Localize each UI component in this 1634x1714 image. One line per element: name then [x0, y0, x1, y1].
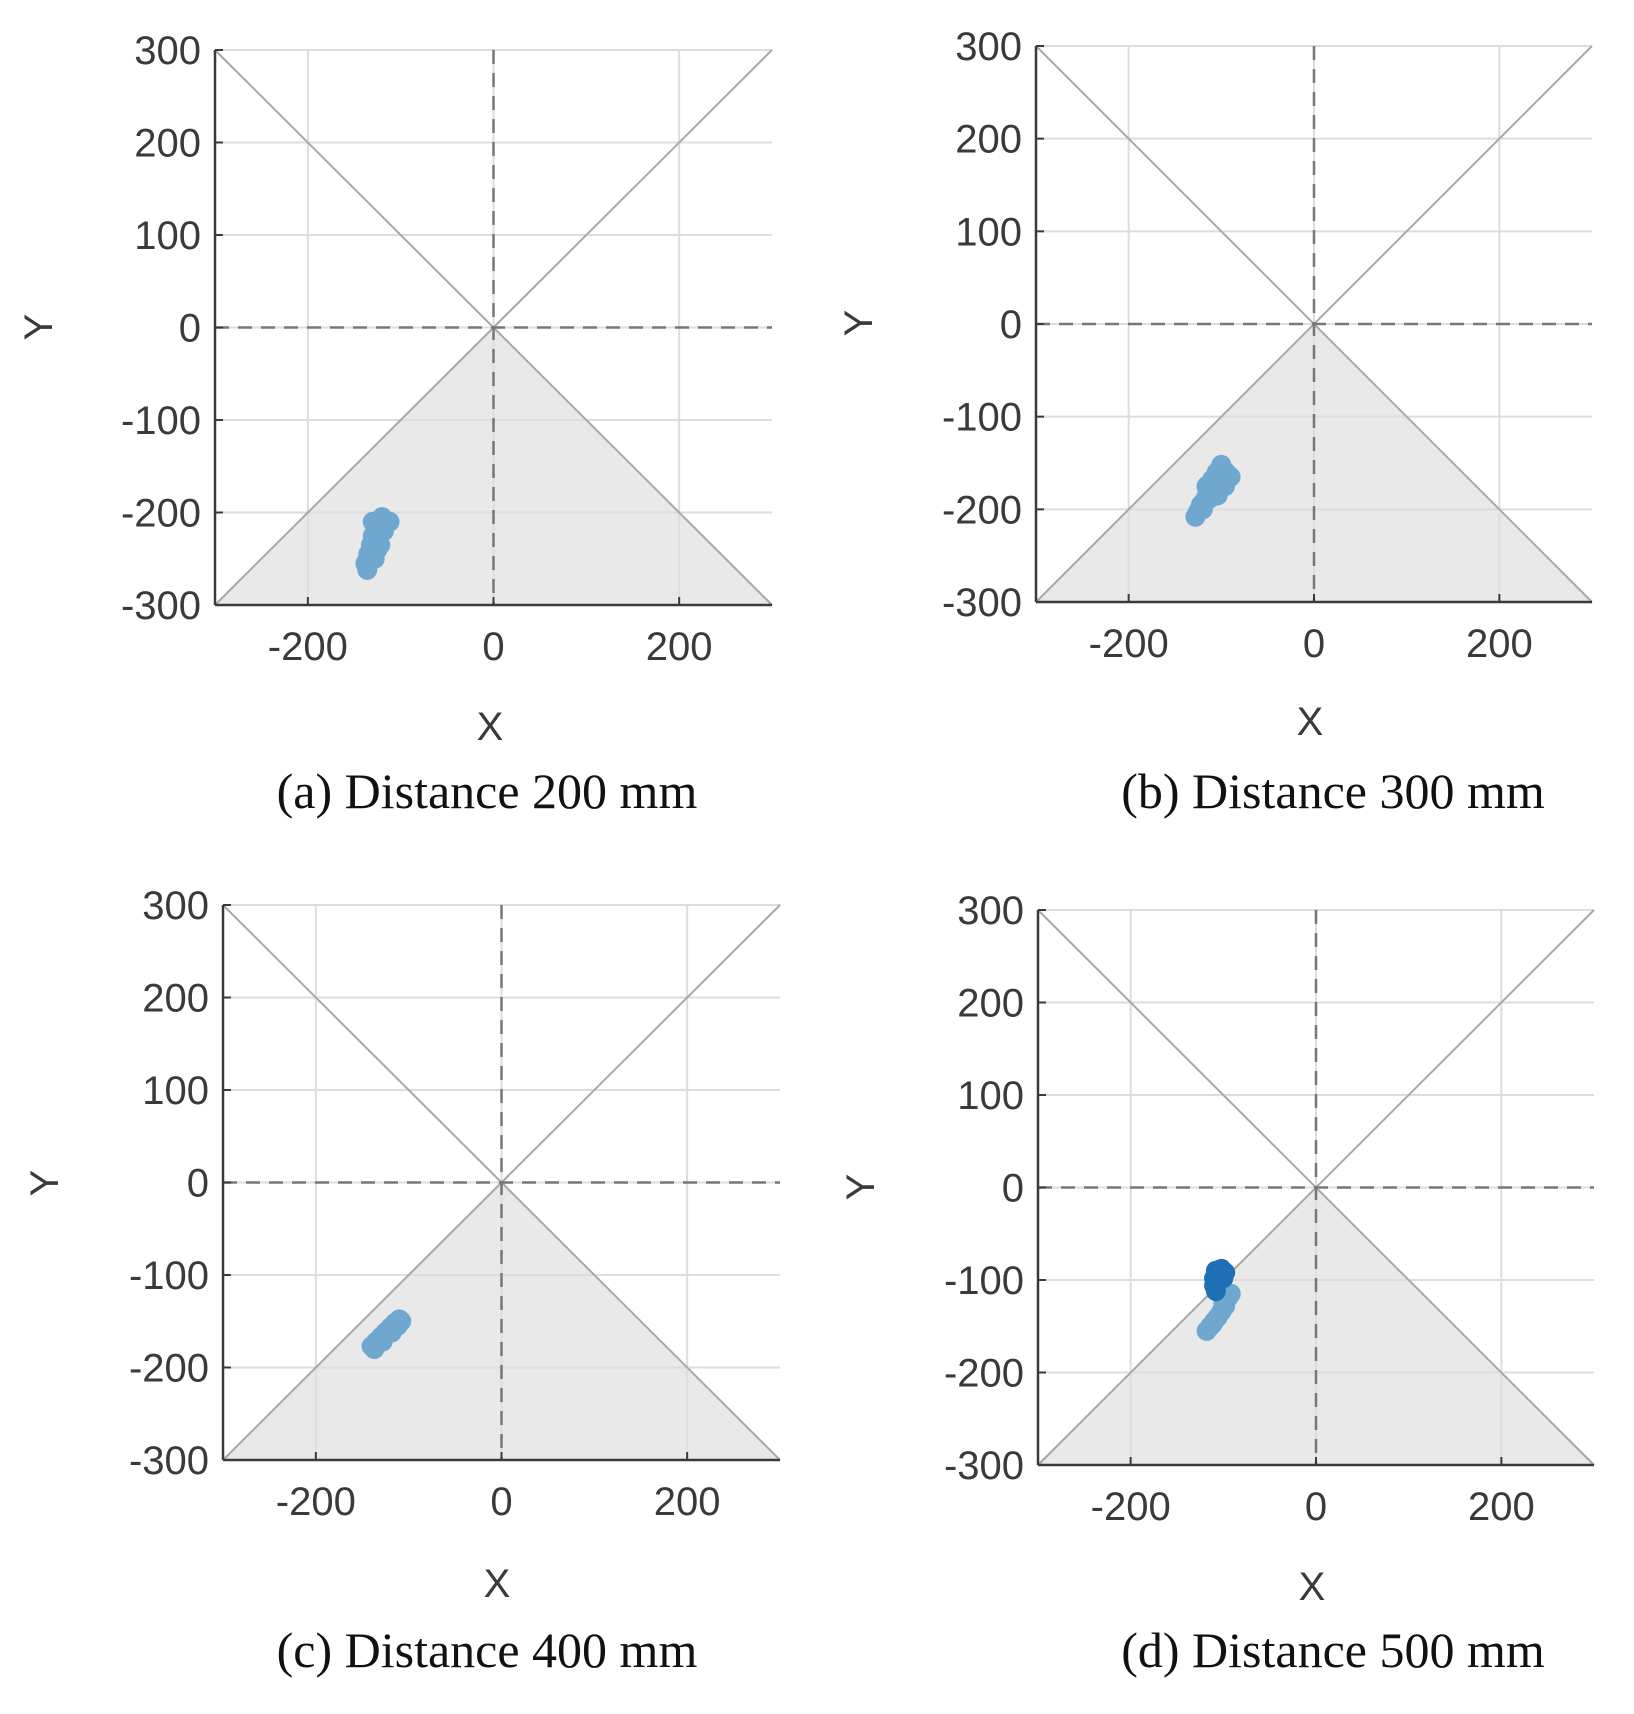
y-tick-label: 200	[955, 118, 1022, 162]
y-tick-label: 300	[134, 29, 201, 73]
y-tick-label: 300	[142, 884, 209, 928]
y-tick-label: -100	[944, 1259, 1024, 1303]
x-tick-label: 0	[1303, 622, 1325, 666]
subplot-c: X Y (c) Distance 400 mm	[23, 1170, 697, 1678]
plot-area-3: 300 200 100 0 -100 -200 -300 -200 0 200	[944, 889, 1595, 1529]
axis-y-label: Y	[839, 1174, 883, 1201]
x-tick-label: 200	[646, 625, 713, 669]
y-tick-label: 100	[955, 210, 1022, 254]
y-tick-label: -200	[942, 488, 1022, 532]
plot-area-2: 300 200 100 0 -100 -200 -300 -200 0 200	[129, 884, 781, 1524]
axis-y-label: Y	[23, 1170, 67, 1197]
plot-area-1: 300 200 100 0 -100 -200 -300 -200 0 200	[942, 25, 1593, 666]
y-tick-label: 100	[142, 1069, 209, 1113]
y-tick-label: -200	[944, 1352, 1024, 1396]
x-tick-label: 0	[482, 625, 504, 669]
caption: (d) Distance 500 mm	[1121, 1622, 1545, 1678]
y-tick-label: 300	[957, 889, 1024, 933]
x-tick-label: 200	[1466, 622, 1533, 666]
y-tick-label: 0	[1000, 303, 1022, 347]
data-point	[379, 511, 400, 532]
y-tick-label: -100	[129, 1254, 209, 1298]
y-tick-label: 0	[1002, 1167, 1024, 1211]
caption: (c) Distance 400 mm	[277, 1622, 698, 1678]
data-point	[1202, 1314, 1223, 1335]
y-tick-label: 0	[187, 1162, 209, 1206]
axis-x-label: X	[1297, 700, 1324, 744]
axis-x-label: X	[477, 705, 504, 749]
x-tick-label: 0	[1305, 1485, 1327, 1529]
axis-x-label: X	[1299, 1565, 1326, 1609]
x-tick-label: -200	[1089, 622, 1169, 666]
x-tick-label: -200	[276, 1480, 356, 1524]
y-tick-label: 100	[134, 214, 201, 258]
y-tick-label: 300	[955, 25, 1022, 69]
axis-y-label: Y	[17, 314, 61, 341]
y-tick-label: -100	[121, 399, 201, 443]
x-tick-label: 0	[490, 1480, 512, 1524]
data-point	[367, 539, 388, 560]
y-tick-label: -200	[121, 492, 201, 536]
y-tick-label: 100	[957, 1074, 1024, 1118]
caption: (a) Distance 200 mm	[277, 763, 698, 819]
y-tick-label: -200	[129, 1347, 209, 1391]
subplot-b: X Y (b) Distance 300 mm	[837, 310, 1545, 819]
plot-area-0: 300 200 100 0 -100 -200 -300 -200 0 200	[121, 29, 773, 669]
data-point	[391, 1311, 412, 1332]
x-tick-label: 200	[654, 1480, 721, 1524]
y-tick-label: -100	[942, 396, 1022, 440]
subplot-d: X Y (d) Distance 500 mm	[839, 1174, 1545, 1678]
caption: (b) Distance 300 mm	[1121, 763, 1545, 819]
x-tick-label: -200	[268, 625, 348, 669]
x-tick-label: 200	[1468, 1485, 1535, 1529]
subplot-a: X Y (a) Distance 200 mm	[17, 314, 697, 819]
y-tick-label: 200	[142, 977, 209, 1021]
y-tick-label: -300	[944, 1444, 1024, 1488]
y-tick-label: 200	[957, 982, 1024, 1026]
axis-y-label: Y	[837, 310, 881, 337]
axis-x-label: X	[484, 1562, 511, 1606]
data-point	[1213, 1268, 1234, 1289]
data-point	[1196, 476, 1217, 497]
x-tick-label: -200	[1091, 1485, 1171, 1529]
y-tick-label: -300	[129, 1439, 209, 1483]
y-tick-label: 0	[179, 307, 201, 351]
data-point	[362, 511, 383, 532]
y-tick-label: 200	[134, 122, 201, 166]
y-tick-label: -300	[121, 584, 201, 628]
y-tick-label: -300	[942, 581, 1022, 625]
